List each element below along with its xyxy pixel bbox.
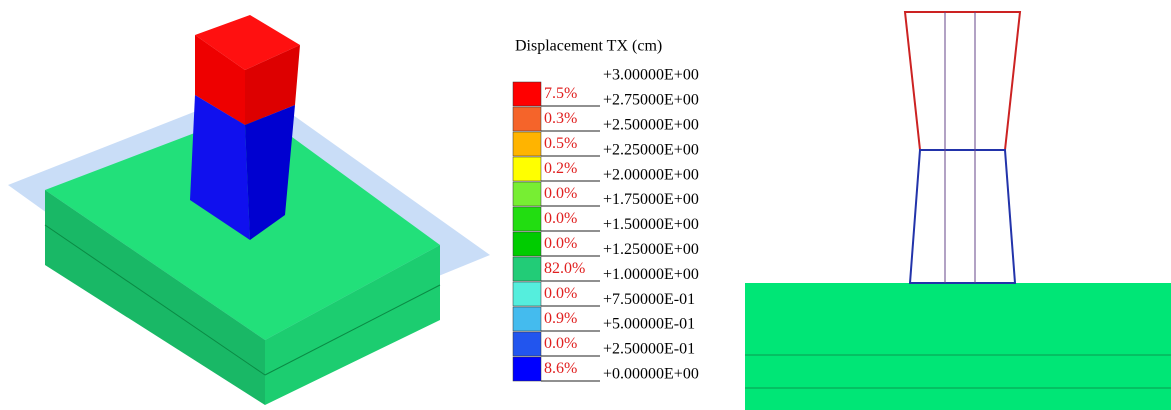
color-band: [513, 307, 541, 331]
level-label: +3.00000E+00: [603, 67, 699, 84]
frame-lower: [910, 150, 1015, 283]
band-percent: 0.3%: [544, 110, 577, 127]
level-label: +1.75000E+00: [603, 191, 699, 208]
legend: 7.5% 0.3% 0.5% 0.2% 0.0% 0.0% 0.0% 82.0% 0.0% 0.9…: [513, 67, 699, 383]
band-percent: 0.0%: [544, 210, 577, 227]
band-percent: 7.5%: [544, 85, 577, 102]
level-label: +2.00000E+00: [603, 166, 699, 183]
color-band: [513, 132, 541, 156]
band-percent: 0.0%: [544, 335, 577, 352]
screenshot: Displacement TX (cm) 7.5% 0.3% 0.5% 0.2% 0.0…: [0, 0, 1171, 410]
color-band: [513, 207, 541, 231]
band-percent: 0.0%: [544, 235, 577, 252]
color-band: [513, 282, 541, 306]
frame-upper: [905, 12, 1020, 150]
level-label: +1.25000E+00: [603, 241, 699, 258]
band-percent: 0.0%: [544, 285, 577, 302]
color-band: [513, 182, 541, 206]
model-3d: [8, 15, 490, 405]
level-label: +2.50000E-01: [603, 341, 695, 358]
color-band: [513, 232, 541, 256]
band-percent: 82.0%: [544, 260, 585, 277]
band-percent: 0.0%: [544, 185, 577, 202]
level-label: +1.50000E+00: [603, 216, 699, 233]
legend-title: Displacement TX (cm): [515, 38, 662, 55]
color-band: [513, 332, 541, 356]
band-percent: 0.5%: [544, 135, 577, 152]
band-percent: 0.9%: [544, 310, 577, 327]
color-band: [513, 157, 541, 181]
level-label: +1.00000E+00: [603, 266, 699, 283]
level-label: +7.50000E-01: [603, 291, 695, 308]
level-label: +2.75000E+00: [603, 92, 699, 109]
level-label: +2.25000E+00: [603, 141, 699, 158]
level-label: +5.00000E-01: [603, 316, 695, 333]
color-band: [513, 82, 541, 106]
level-label: +0.00000E+00: [603, 365, 699, 382]
color-band: [513, 257, 541, 281]
color-band: [513, 357, 541, 381]
section-view: [745, 12, 1171, 410]
ground: [745, 283, 1171, 410]
band-percent: 0.2%: [544, 160, 577, 177]
level-label: +2.50000E+00: [603, 116, 699, 133]
color-band: [513, 107, 541, 131]
band-percent: 8.6%: [544, 360, 577, 377]
